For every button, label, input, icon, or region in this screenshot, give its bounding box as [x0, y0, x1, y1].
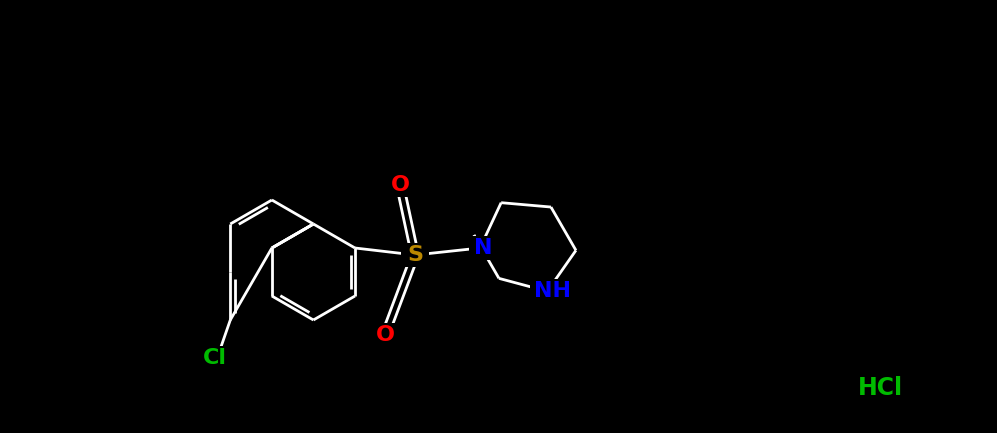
Bar	[530, 279, 574, 303]
Text: HCl: HCl	[857, 376, 902, 400]
Text: S: S	[407, 245, 423, 265]
Text: O: O	[391, 175, 410, 195]
Bar	[195, 346, 235, 370]
Bar	[469, 236, 497, 260]
Bar	[401, 243, 429, 267]
Bar	[372, 323, 398, 347]
Text: Cl: Cl	[203, 348, 227, 368]
Text: NH: NH	[533, 281, 570, 301]
Bar	[387, 173, 413, 197]
Text: O: O	[376, 325, 395, 345]
Text: N: N	[474, 238, 493, 258]
